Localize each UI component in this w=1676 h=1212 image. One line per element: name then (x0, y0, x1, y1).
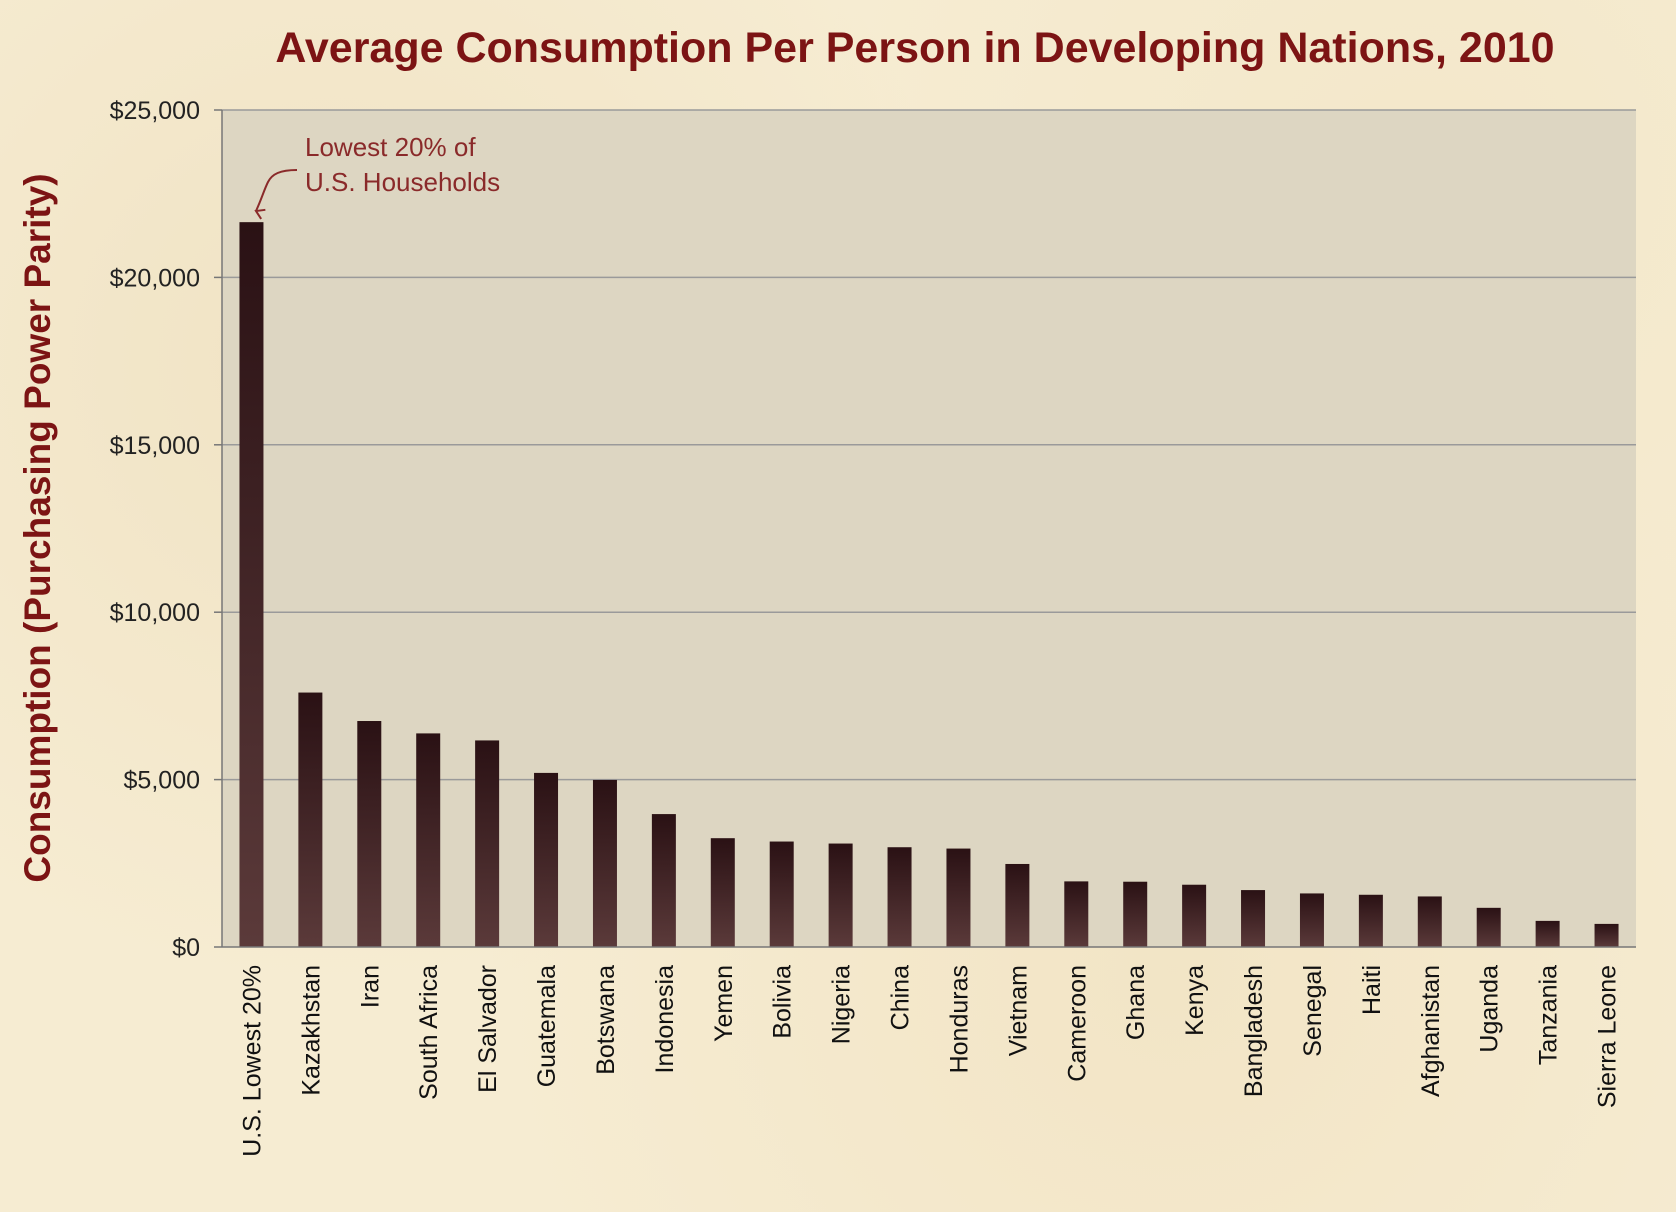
annotation-us-households: Lowest 20% of U.S. Households (254, 132, 500, 220)
x-tick-label: Yemen (710, 965, 738, 1042)
x-tick-label: Iran (356, 965, 384, 1008)
plot-area (222, 110, 1636, 947)
annotation-line-2: U.S. Households (305, 167, 500, 197)
bar (534, 772, 559, 947)
gridlines (222, 109, 1636, 781)
x-axis-ticks: U.S. Lowest 20% Kazakhstan Iran South Afric… (238, 965, 1621, 1157)
y-tick-label: $10,000 (110, 599, 200, 627)
x-tick-label: Haiti (1358, 965, 1386, 1015)
x-tick-label: Senegal (1299, 965, 1327, 1057)
x-tick-label: China (887, 965, 915, 1030)
bar (1064, 881, 1089, 947)
bar (710, 838, 735, 947)
y-axis-title: Consumption (Purchasing Power Parity) (17, 173, 58, 882)
y-tick-label: $20,000 (110, 264, 200, 292)
x-tick-label: Indonesia (651, 965, 679, 1074)
bar (1535, 920, 1560, 947)
x-tick-label: Honduras (945, 965, 973, 1073)
bar (828, 843, 853, 947)
x-tick-label: Guatemala (533, 965, 561, 1087)
x-tick-label: Tanzania (1535, 965, 1563, 1065)
y-tick-label: $15,000 (110, 432, 200, 460)
x-tick-label: Nigeria (828, 965, 856, 1044)
y-axis-ticks: $0 $5,000 $10,000 $15,000 $20,000 $25,000 (110, 97, 222, 962)
bar (1182, 884, 1207, 947)
bar (651, 814, 676, 947)
bar (1241, 890, 1266, 947)
x-tick-label: Uganda (1476, 965, 1504, 1053)
x-tick-label: Botswana (592, 965, 620, 1075)
bar (946, 848, 971, 947)
bar (592, 779, 617, 947)
x-tick-label: Cameroon (1063, 965, 1091, 1082)
y-tick-label: $5,000 (124, 767, 200, 795)
bar (1358, 894, 1383, 947)
chart-title: Average Consumption Per Person in Develo… (275, 24, 1554, 72)
x-tick-label: Kazakhstan (297, 965, 325, 1096)
bar (1123, 881, 1148, 947)
annotation-line-1: Lowest 20% of (305, 132, 476, 162)
bar (1594, 923, 1619, 947)
x-tick-label: Bolivia (769, 965, 797, 1039)
x-tick-label: Kenya (1181, 965, 1209, 1036)
x-tick-label: U.S. Lowest 20% (238, 965, 266, 1157)
bar (1005, 863, 1030, 947)
x-tick-label: South Africa (415, 965, 443, 1100)
bar (416, 733, 441, 947)
bar (1299, 893, 1324, 947)
bar (239, 222, 264, 947)
bar (475, 740, 500, 947)
annotation-arrow (254, 169, 298, 220)
bar (887, 847, 912, 947)
x-tick-label: Afghanistan (1417, 965, 1445, 1097)
bar (1417, 896, 1442, 947)
bar (298, 692, 323, 947)
x-tick-label: Bangladesh (1240, 965, 1268, 1097)
x-tick-label: Vietnam (1004, 965, 1032, 1056)
bar (1476, 907, 1501, 947)
bars (239, 222, 1619, 947)
x-tick-label: Ghana (1122, 965, 1150, 1040)
y-tick-label: $0 (172, 934, 200, 962)
bar (357, 721, 382, 947)
x-tick-label: Sierra Leone (1594, 965, 1622, 1108)
y-tick-label: $25,000 (110, 97, 200, 125)
bar (769, 841, 794, 947)
x-tick-label: El Salvador (474, 965, 502, 1093)
